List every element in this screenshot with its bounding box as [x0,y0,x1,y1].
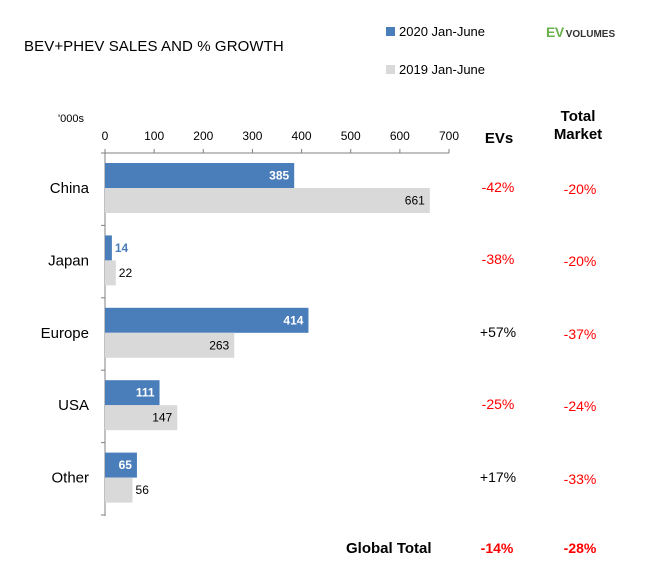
col-header-evs: EVs [484,130,514,147]
data-label-2019-other: 56 [136,483,150,497]
total-market-growth-japan: -20% [563,253,597,270]
bar-2020-japan [105,235,112,261]
global-total-label: Global Total [346,540,432,557]
bar-2020-europe [105,307,309,333]
evs-growth-japan: -38% [481,251,515,268]
col-header-total-line2: Market [553,126,603,143]
legend-label-2020: 2020 Jan-June [399,24,486,39]
data-label-2020-japan: 14 [115,241,129,255]
x-tick-label: 300 [242,129,262,143]
unit-label: '000s [58,113,84,125]
data-label-2019-usa: 147 [152,411,172,425]
bar-2019-usa [105,405,178,431]
evs-growth-usa: -25% [481,396,515,413]
bar-2019-japan [105,260,116,286]
total-market-growth-usa: -24% [563,398,597,415]
data-label-2020-europe: 414 [283,313,303,327]
bar-2019-china [105,188,430,213]
data-label-2020-usa: 111 [136,386,155,400]
x-tick-label: 200 [193,129,213,143]
x-tick-label: 500 [341,129,361,143]
data-label-2019-japan: 22 [119,266,133,280]
logo-main: EV [546,24,564,40]
total-market-growth-europe: -37% [563,325,597,342]
bar-2020-other [105,452,137,478]
category-label-usa: USA [58,397,89,414]
legend-label-2019: 2019 Jan-June [399,62,486,77]
total-market-growth-china: -20% [563,181,597,197]
global-total-market: -28% [563,540,597,556]
category-label-china: China [50,180,90,197]
evs-growth-other: +17% [479,468,517,485]
evs-growth-europe: +57% [479,323,517,340]
chart-title: BEV+PHEV SALES AND % GROWTH [24,38,284,55]
category-label-europe: Europe [41,325,89,342]
x-tick-label: 700 [439,129,459,143]
x-tick-label: 400 [292,129,312,143]
bar-2019-europe [105,332,235,358]
x-tick-label: 600 [390,129,410,143]
evs-growth-china: -42% [481,179,515,195]
total-market-growth-other: -33% [563,470,597,487]
col-header-total-line1: Total [560,108,596,125]
legend-item-2020: 2020 Jan-June [386,24,485,39]
data-label-2020-other: 65 [119,458,133,472]
bar-2019-other [105,477,133,503]
legend-swatch-2019 [386,65,395,74]
category-label-other: Other [51,470,89,487]
data-label-2019-europe: 263 [209,338,229,352]
ev-volumes-logo: EV VOLUMES [546,24,615,40]
data-label-2019-china: 661 [405,194,425,208]
col-header-total-market: Total Market [543,108,613,144]
bar-2020-usa [105,380,160,406]
legend-item-2019: 2019 Jan-June [386,62,485,77]
x-tick-label: 0 [102,129,109,143]
category-label-japan: Japan [48,252,89,269]
data-label-2020-china: 385 [269,169,289,183]
bar-2020-china [105,163,295,188]
legend-swatch-2020 [386,27,395,36]
x-tick-label: 100 [144,129,164,143]
logo-sub: VOLUMES [565,29,616,40]
global-total-evs: -14% [480,540,514,556]
